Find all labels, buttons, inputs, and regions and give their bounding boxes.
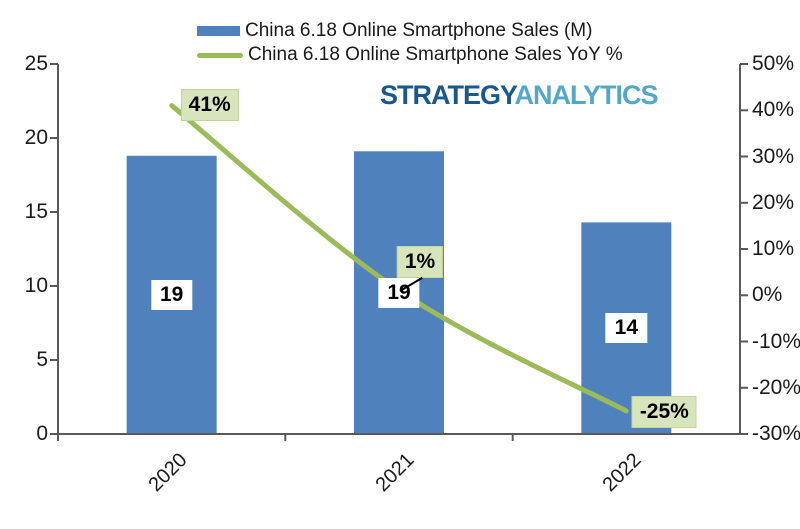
bar-2020 [126, 155, 217, 435]
legend-item-sales: China 6.18 Online Smartphone Sales (M) [197, 19, 623, 43]
legend-label-sales: China 6.18 Online Smartphone Sales (M) [245, 20, 593, 41]
legend-label-yoy: China 6.18 Online Smartphone Sales YoY % [248, 44, 623, 65]
legend-item-yoy: China 6.18 Online Smartphone Sales YoY % [197, 43, 623, 67]
legend: China 6.18 Online Smartphone Sales (M) C… [197, 19, 623, 67]
legend-bar-swatch [197, 26, 240, 36]
legend-line-swatch [197, 52, 243, 58]
strategy-analytics-logo: STRATEGYANALYTICS [380, 80, 659, 111]
bar-2022 [581, 222, 672, 434]
logo-strategy: STRATEGY [380, 80, 516, 110]
logo-analytics: ANALYTICS [514, 80, 659, 110]
